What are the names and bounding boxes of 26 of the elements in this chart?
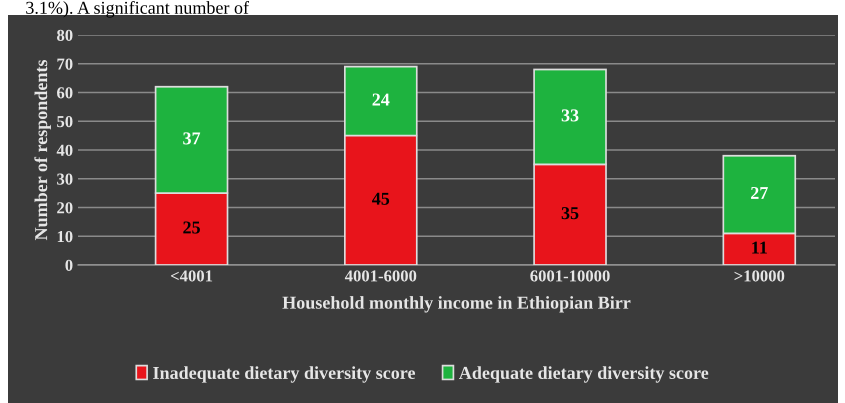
y-tick-label: 70 (57, 58, 73, 70)
x-tick-label: >10000 (734, 270, 784, 282)
y-tick-label: 60 (57, 87, 73, 98)
x-tick-label: 6001-10000 (530, 270, 610, 282)
data-label: 24 (372, 94, 390, 106)
y-tick-label: 20 (57, 202, 73, 214)
y-tick-label: 80 (57, 30, 73, 41)
data-label: 11 (752, 242, 767, 254)
x-tick-label: 4001-6000 (344, 270, 416, 282)
data-label: 45 (372, 192, 390, 205)
y-tick-label: 10 (58, 230, 73, 242)
text: 3.1%). A significant number of (26, 1, 250, 18)
y-tick-label: 30 (57, 173, 73, 185)
data-label: 27 (751, 186, 768, 199)
data-label: 37 (183, 132, 200, 144)
x-tick-label: <4001 (170, 270, 212, 282)
legend-label: Adequate dietary diversity score (459, 366, 708, 383)
x-axis-title: Household monthly income in Ethiopian Birr (282, 296, 630, 313)
y-tick-label: 0 (65, 260, 73, 271)
legend-label: Inadequate dietary diversity score (153, 366, 416, 383)
y-tick-label: 40 (56, 144, 73, 156)
y-tick-label: 50 (57, 116, 73, 128)
data-label: 35 (562, 207, 578, 220)
data-label: 33 (562, 109, 578, 122)
y-axis-title: Number of respondents (34, 60, 51, 240)
data-label: 25 (183, 221, 200, 234)
